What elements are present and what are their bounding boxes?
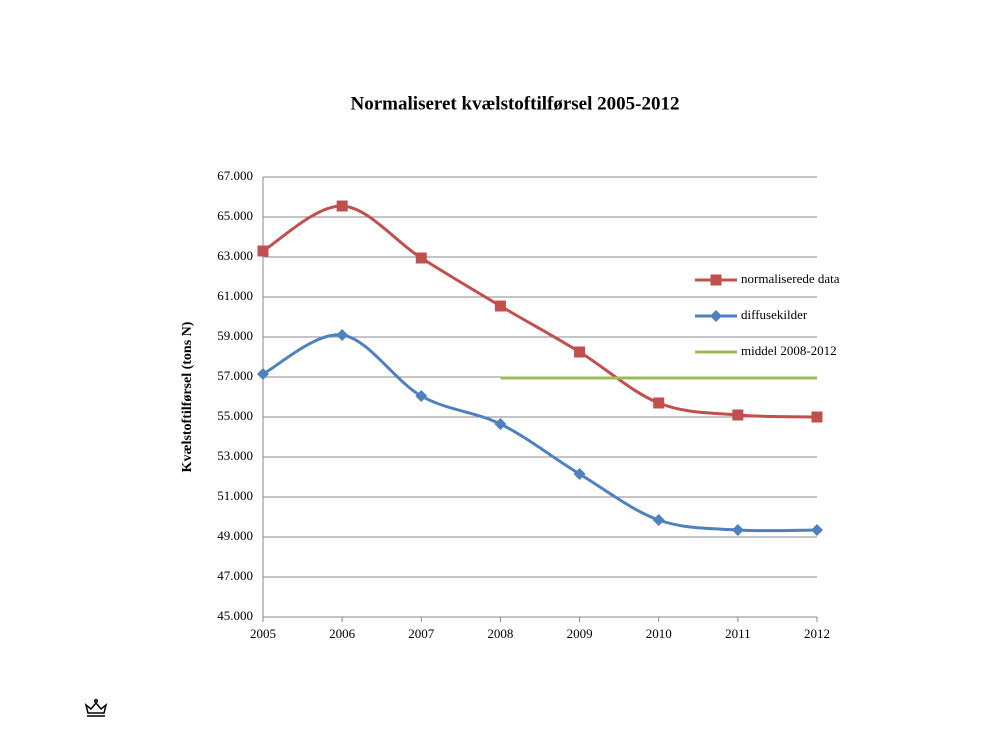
chart-title: Normaliseret kvælstoftilførsel 2005-2012 <box>351 93 680 114</box>
marker <box>653 397 665 409</box>
marker <box>336 329 349 341</box>
y-tick-label: 45.000 <box>217 608 253 623</box>
x-tick-label: 2009 <box>567 626 593 641</box>
crown-icon <box>84 699 108 717</box>
legend-label: normaliserede data <box>741 271 840 286</box>
marker <box>574 346 586 358</box>
y-tick-label: 57.000 <box>217 368 253 383</box>
marker <box>710 310 722 322</box>
series-line <box>262 204 818 419</box>
marker <box>732 409 744 421</box>
y-tick-label: 49.000 <box>217 528 253 543</box>
marker <box>257 368 269 380</box>
x-tick-label: 2011 <box>725 626 751 641</box>
y-tick-label: 65.000 <box>217 208 253 223</box>
marker <box>811 411 823 423</box>
marker <box>494 300 506 312</box>
x-tick-label: 2012 <box>804 626 830 641</box>
marker <box>710 274 722 286</box>
legend-label: middel 2008-2012 <box>741 343 837 358</box>
x-tick-label: 2005 <box>250 626 276 641</box>
marker <box>494 418 507 430</box>
marker <box>415 252 427 264</box>
legend-label: diffusekilder <box>741 307 808 322</box>
y-tick-label: 59.000 <box>217 328 253 343</box>
x-tick-label: 2010 <box>646 626 672 641</box>
marker <box>415 390 428 402</box>
marker <box>811 524 823 536</box>
marker <box>336 200 348 212</box>
y-tick-label: 53.000 <box>217 448 253 463</box>
y-tick-label: 51.000 <box>217 488 253 503</box>
y-tick-label: 55.000 <box>217 408 253 423</box>
y-tick-label: 61.000 <box>217 288 253 303</box>
y-tick-label: 63.000 <box>217 248 253 263</box>
marker <box>731 524 744 536</box>
x-tick-label: 2007 <box>408 626 435 641</box>
y-axis-title: Kvælstoftilførsel (tons N) <box>180 321 195 472</box>
x-tick-label: 2008 <box>487 626 513 641</box>
x-tick-label: 2006 <box>329 626 356 641</box>
marker <box>652 514 665 526</box>
y-tick-label: 47.000 <box>217 568 253 583</box>
y-tick-label: 67.000 <box>217 168 253 183</box>
series-line <box>262 333 818 533</box>
marker <box>573 468 586 480</box>
marker <box>257 245 269 257</box>
